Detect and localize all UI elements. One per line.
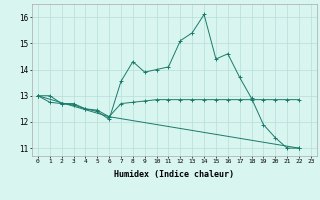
X-axis label: Humidex (Indice chaleur): Humidex (Indice chaleur) (115, 170, 234, 179)
